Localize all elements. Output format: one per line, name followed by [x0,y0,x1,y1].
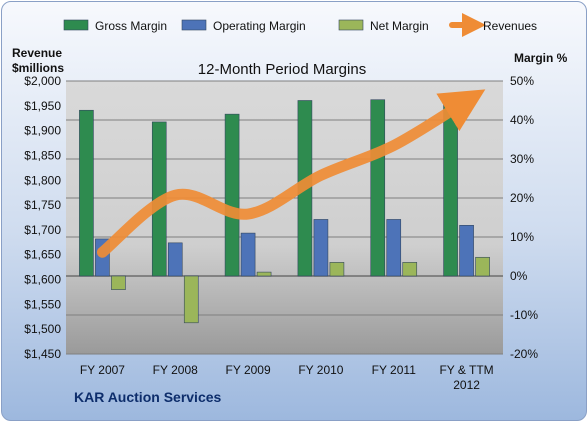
category-labels: FY 2007 FY 2008 FY 2009 FY 2010 FY 2011 FY & … [80,363,494,392]
left-tick-label: $2,000 [24,74,61,88]
legend-label: Revenues [483,19,537,33]
operating-margin-bar [313,219,329,277]
category-label: 2012 [453,378,480,392]
left-axis-label: Revenue $millions [12,46,65,75]
right-axis-ticks: -20% -10% 0% 10% 20% 30% 40% 50% [510,74,538,361]
net-margin-bar [256,271,272,277]
net-margin-bar [329,262,345,277]
operating-margin-bar [459,225,474,277]
left-axis-label-line-1: Revenue [12,46,62,60]
net-margin-bar [111,275,126,290]
operating-margin-bar [240,232,256,277]
category-label: FY & TTM [439,363,493,377]
net-margin-bar [475,256,490,277]
gross-margin-bar [443,104,458,277]
left-tick-label: $1,600 [24,273,61,287]
left-tick-label: $1,900 [24,124,61,138]
left-tick-label: $1,700 [24,223,61,237]
gross-margin-bar [79,109,94,277]
left-tick-label: $1,800 [24,173,61,187]
net-margin-bar [183,275,199,324]
left-tick-label: $1,450 [24,347,61,361]
right-tick-label: 40% [510,113,534,127]
company-name: KAR Auction Services [74,389,222,405]
legend-label: Net Margin [370,19,429,33]
category-label: FY 2007 [80,363,125,377]
left-axis-label-line-2: $millions [12,61,64,75]
left-tick-label: $1,850 [24,148,61,162]
left-axis-ticks: $1,450 $1,500 $1,550 $1,600 $1,650 $1,700 $1,7… [24,74,61,361]
category-label: FY 2011 [372,363,417,377]
right-tick-label: 10% [510,230,534,244]
right-tick-label: 0% [510,269,528,283]
legend: Gross Margin Operating Margin Net Margin Re… [63,13,537,37]
right-tick-label: 30% [510,152,534,166]
bars [79,99,490,324]
legend-swatch [63,19,89,31]
right-tick-label: -10% [510,308,538,322]
legend-swatch [181,19,207,31]
right-tick-label: 50% [510,74,534,88]
legend-swatch [338,19,364,31]
right-axis-label: Margin % [514,51,568,65]
left-tick-label: $1,550 [24,297,61,311]
left-tick-label: $1,650 [24,248,61,262]
net-margin-bar [402,262,418,277]
category-label: FY 2009 [226,363,271,377]
operating-margin-bar [386,219,402,277]
legend-label: Operating Margin [213,19,306,33]
operating-margin-bar [167,242,183,277]
legend-label: Gross Margin [95,19,167,33]
right-tick-label: -20% [510,347,538,361]
gross-margin-bar [370,99,386,277]
revenue-line [96,89,486,258]
left-tick-label: $1,500 [24,322,61,336]
category-label: FY 2008 [153,363,198,377]
gross-margin-bar [224,113,240,277]
category-label: FY 2010 [298,363,343,377]
left-tick-label: $1,950 [24,99,61,113]
right-tick-label: 20% [510,191,534,205]
chart-title: 12-Month Period Margins [198,61,366,78]
revenue-line-group [96,89,486,258]
left-tick-label: $1,750 [24,198,61,212]
